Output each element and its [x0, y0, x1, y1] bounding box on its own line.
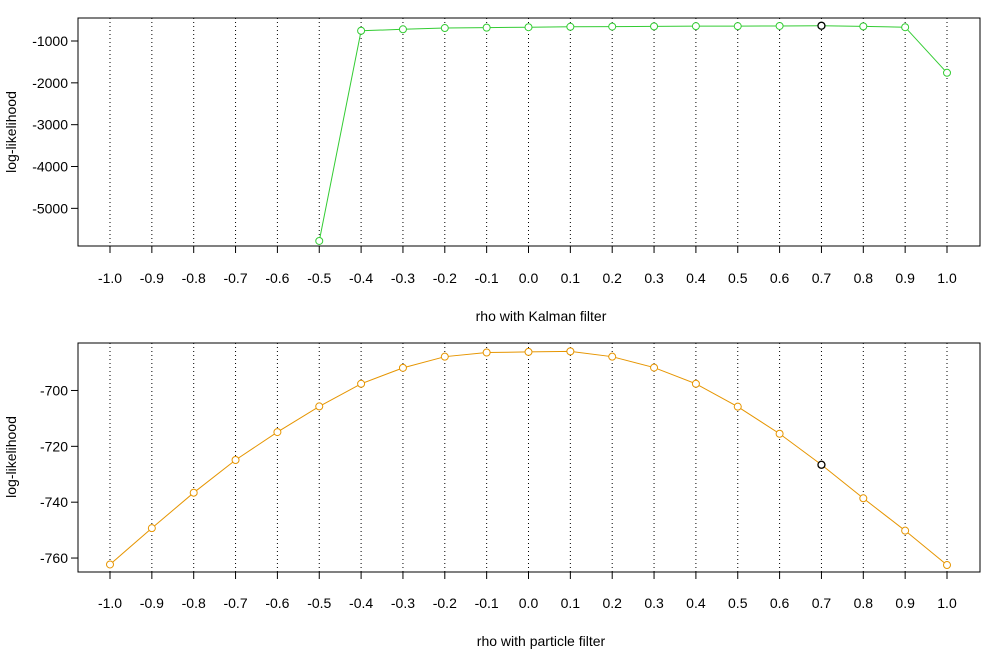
x-tick-label: -0.7 [223, 595, 247, 611]
x-tick-label: -0.5 [307, 270, 331, 286]
x-tick-label: -0.1 [475, 595, 499, 611]
y-tick-label: -1000 [32, 33, 68, 49]
data-point [566, 347, 575, 356]
x-tick-label: -0.5 [307, 595, 331, 611]
x-tick-label: -0.1 [475, 270, 499, 286]
x-tick-label: -1.0 [98, 595, 122, 611]
x-tick-label: 0.4 [686, 270, 706, 286]
data-point [315, 236, 324, 245]
x-tick-label: 0.0 [519, 270, 539, 286]
x-tick-label: 0.2 [602, 595, 622, 611]
data-point [608, 22, 617, 31]
y-tick-label: -3000 [32, 117, 68, 133]
x-tick-label: -0.2 [433, 595, 457, 611]
x-axis-label: rho with Kalman filter [476, 308, 607, 324]
data-point [901, 23, 910, 32]
data-point [775, 21, 784, 30]
x-tick-label: -0.3 [391, 270, 415, 286]
y-tick-label: -720 [40, 438, 68, 454]
data-point [901, 526, 910, 535]
y-tick-label: -740 [40, 494, 68, 510]
y-axis-label: log-likelihood [3, 416, 19, 498]
data-point [482, 23, 491, 32]
plot-frame [77, 342, 981, 573]
data-point [775, 429, 784, 438]
data-point [147, 524, 156, 533]
highlight-point [817, 460, 826, 469]
data-point [650, 363, 659, 372]
y-tick-label: -5000 [32, 200, 68, 216]
x-tick-label: 0.5 [728, 595, 748, 611]
data-point [608, 352, 617, 361]
data-point [357, 379, 366, 388]
x-tick-label: -0.3 [391, 595, 415, 611]
x-tick-label: -0.4 [349, 270, 373, 286]
x-tick-label: 1.0 [937, 270, 957, 286]
x-tick-label: 0.2 [602, 270, 622, 286]
data-point [859, 22, 868, 31]
data-point [859, 494, 868, 503]
data-point [357, 26, 366, 35]
data-point [691, 379, 700, 388]
x-tick-label: 0.1 [561, 595, 581, 611]
x-tick-label: -0.9 [140, 595, 164, 611]
x-tick-label: -0.7 [223, 270, 247, 286]
data-point [943, 68, 951, 77]
x-tick-label: 0.8 [854, 270, 874, 286]
data-point [524, 347, 533, 356]
x-tick-label: -0.6 [265, 595, 289, 611]
data-point [524, 23, 533, 32]
x-tick-label: 0.1 [561, 270, 581, 286]
data-point [440, 352, 449, 361]
x-tick-label: -0.8 [182, 270, 206, 286]
data-point [650, 22, 659, 31]
data-point [189, 488, 198, 497]
x-tick-label: 0.7 [812, 270, 832, 286]
x-tick-label: -0.8 [182, 595, 206, 611]
highlight-point [817, 21, 826, 30]
data-point [231, 456, 240, 465]
y-tick-label: -700 [40, 382, 68, 398]
x-tick-label: 0.9 [895, 595, 915, 611]
y-tick-label: -4000 [32, 159, 68, 175]
x-tick-label: 0.7 [812, 595, 832, 611]
data-point [106, 560, 114, 569]
x-tick-label: 0.0 [519, 595, 539, 611]
x-tick-label: -0.6 [265, 270, 289, 286]
data-point [943, 561, 951, 570]
y-tick-label: -2000 [32, 75, 68, 91]
data-point [691, 22, 700, 31]
data-point [566, 22, 575, 31]
x-tick-label: -0.2 [433, 270, 457, 286]
x-tick-label: 0.9 [895, 270, 915, 286]
x-tick-label: -0.9 [140, 270, 164, 286]
x-tick-label: -0.4 [349, 595, 373, 611]
x-tick-label: 0.3 [644, 595, 664, 611]
series-line [318, 25, 948, 242]
x-tick-label: 0.6 [770, 595, 790, 611]
x-tick-label: 0.3 [644, 270, 664, 286]
data-point [273, 428, 282, 437]
x-tick-label: 0.4 [686, 595, 706, 611]
data-point [315, 402, 324, 411]
y-tick-label: -760 [40, 550, 68, 566]
x-tick-label: -1.0 [98, 270, 122, 286]
y-axis-label: log-likelihood [3, 91, 19, 173]
x-tick-label: 1.0 [937, 595, 957, 611]
x-axis-label: rho with particle filter [477, 633, 606, 649]
plot-frame [77, 17, 981, 247]
x-tick-label: 0.8 [854, 595, 874, 611]
data-point [440, 24, 449, 33]
x-tick-label: 0.6 [770, 270, 790, 286]
data-point [733, 22, 742, 31]
data-point [733, 402, 742, 411]
data-point [398, 25, 407, 34]
x-tick-label: 0.5 [728, 270, 748, 286]
data-point [398, 363, 407, 372]
data-point [482, 348, 491, 357]
